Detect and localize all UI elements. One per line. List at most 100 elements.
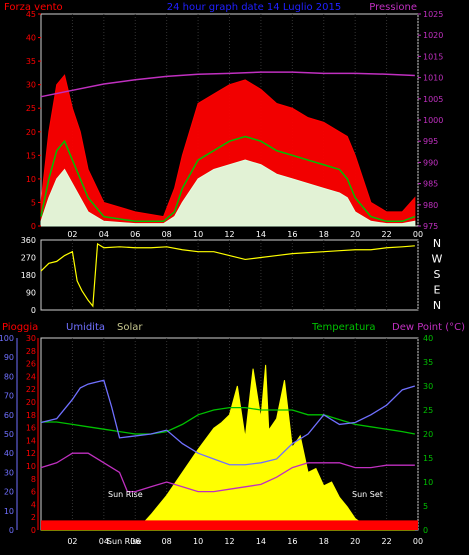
rain-tick: 10 — [26, 462, 36, 471]
humidity-tick: 40 — [4, 449, 14, 458]
avg-wind-series — [40, 135, 416, 223]
wind-series — [40, 159, 416, 227]
rain-tick: 24 — [26, 372, 36, 381]
p1-right-tick: 990 — [423, 158, 438, 167]
p3-xtick: 06 — [130, 537, 140, 546]
temp-tick: 35 — [423, 358, 433, 367]
p2-compass-label: W — [432, 253, 443, 266]
humidity-series — [40, 379, 416, 466]
humidity-tick: 0 — [9, 526, 14, 535]
temp-tick: 5 — [423, 502, 428, 511]
humidity-tick: 10 — [4, 507, 14, 516]
sun-set-annotation: Sun Set — [352, 490, 383, 499]
p2-left-tick: 90 — [26, 289, 36, 298]
temp-tick: 15 — [423, 454, 433, 463]
rain-tick: 2 — [31, 513, 36, 522]
rain-tick: 28 — [26, 347, 36, 356]
humidity-tick: 60 — [4, 411, 14, 420]
humidity-tick: 20 — [4, 488, 14, 497]
p3-xtick: 10 — [193, 537, 203, 546]
p1-xtick: 12 — [224, 230, 234, 239]
p1-left-tick: 15 — [26, 151, 36, 160]
p1-xtick: 00 — [413, 230, 423, 239]
p1-right-tick: 975 — [423, 222, 438, 231]
p3-xtick: Sun Rise — [107, 537, 142, 546]
p1-right-tick: 1005 — [423, 95, 443, 104]
rain-tick: 8 — [31, 475, 36, 484]
rain-tick: 16 — [26, 424, 36, 433]
p3-xtick: 18 — [319, 537, 329, 546]
rain-tick: 12 — [26, 449, 36, 458]
temp-tick: 10 — [423, 478, 433, 487]
p2-compass-label: S — [434, 268, 441, 281]
p3-xtick: 00 — [413, 537, 423, 546]
p1-right-tick: 985 — [423, 180, 438, 189]
p1-right-tick: 995 — [423, 137, 438, 146]
p3-xtick: 02 — [67, 537, 77, 546]
rain-tick: 18 — [26, 411, 36, 420]
rain-tick: 4 — [31, 500, 36, 509]
wind-axis-label: Forza vento — [4, 2, 63, 13]
temp-tick: 25 — [423, 406, 433, 415]
p3-xtick: 04 — [99, 537, 109, 546]
p2-left-tick: 0 — [31, 306, 36, 315]
temp-humidity-panel: Pioggia Umidita Solar Temperatura Dew Po… — [0, 322, 465, 546]
p1-left-tick: 0 — [31, 222, 36, 231]
temperature-series — [41, 406, 415, 435]
panel1-title: 24 hour graph date 14 Luglio 2015 — [167, 2, 341, 13]
legend-temperature: Temperatura — [311, 322, 376, 333]
p1-xtick: 04 — [99, 230, 109, 239]
p1-left-tick: 30 — [26, 81, 36, 90]
humidity-tick: 100 — [0, 334, 14, 343]
temp-tick: 40 — [423, 334, 433, 343]
p1-right-tick: 1010 — [423, 74, 443, 83]
temp-tick: 20 — [423, 430, 433, 439]
rain-tick: 22 — [26, 385, 36, 394]
p1-xtick: 02 — [67, 230, 77, 239]
p3-xtick: 20 — [350, 537, 360, 546]
p1-left-tick: 35 — [26, 57, 36, 66]
rain-tick: 14 — [26, 436, 36, 445]
p1-xtick: 06 — [130, 230, 140, 239]
p2-compass-label: N — [433, 299, 441, 312]
p1-left-tick: 40 — [26, 34, 36, 43]
p1-right-tick: 1020 — [423, 31, 443, 40]
humidity-tick: 70 — [4, 392, 14, 401]
pressure-series — [40, 71, 415, 98]
p1-right-tick: 1025 — [423, 10, 443, 19]
p1-right-tick: 980 — [423, 201, 438, 210]
p1-left-tick: 5 — [31, 198, 36, 207]
rain-tick: 26 — [26, 360, 36, 369]
p1-xtick: 10 — [193, 230, 203, 239]
p3-xtick: 16 — [287, 537, 297, 546]
rain-tick: 20 — [26, 398, 36, 407]
p2-left-tick: 180 — [21, 271, 36, 280]
p3-xtick: 22 — [381, 537, 391, 546]
p2-compass-label: N — [433, 237, 441, 250]
pressure-axis-label: Pressione — [369, 2, 417, 13]
dewpoint-series — [40, 452, 415, 493]
rain-tick: 30 — [26, 334, 36, 343]
legend-solar: Solar — [117, 322, 143, 333]
p1-right-tick: 1000 — [423, 116, 443, 125]
p1-xtick: 22 — [381, 230, 391, 239]
p1-left-tick: 20 — [26, 128, 36, 137]
rain-tick: 6 — [31, 488, 36, 497]
wind-pressure-panel: Forza vento 24 hour graph date 14 Luglio… — [4, 2, 443, 239]
p1-xtick: 14 — [256, 230, 266, 239]
p3-xtick: 12 — [224, 537, 234, 546]
p1-xtick: 20 — [350, 230, 360, 239]
humidity-tick: 50 — [4, 430, 14, 439]
solar-series — [41, 364, 415, 531]
legend-humidity: Umidita — [66, 322, 105, 333]
sun-rise-annotation: Sun Rise — [108, 490, 143, 499]
p1-left-tick: 45 — [26, 10, 36, 19]
p2-left-tick: 360 — [21, 236, 36, 245]
p1-xtick: 16 — [287, 230, 297, 239]
humidity-tick: 80 — [4, 372, 14, 381]
p1-xtick: 18 — [319, 230, 329, 239]
legend-rain: Pioggia — [2, 322, 38, 333]
p3-xtick: 14 — [256, 537, 266, 546]
